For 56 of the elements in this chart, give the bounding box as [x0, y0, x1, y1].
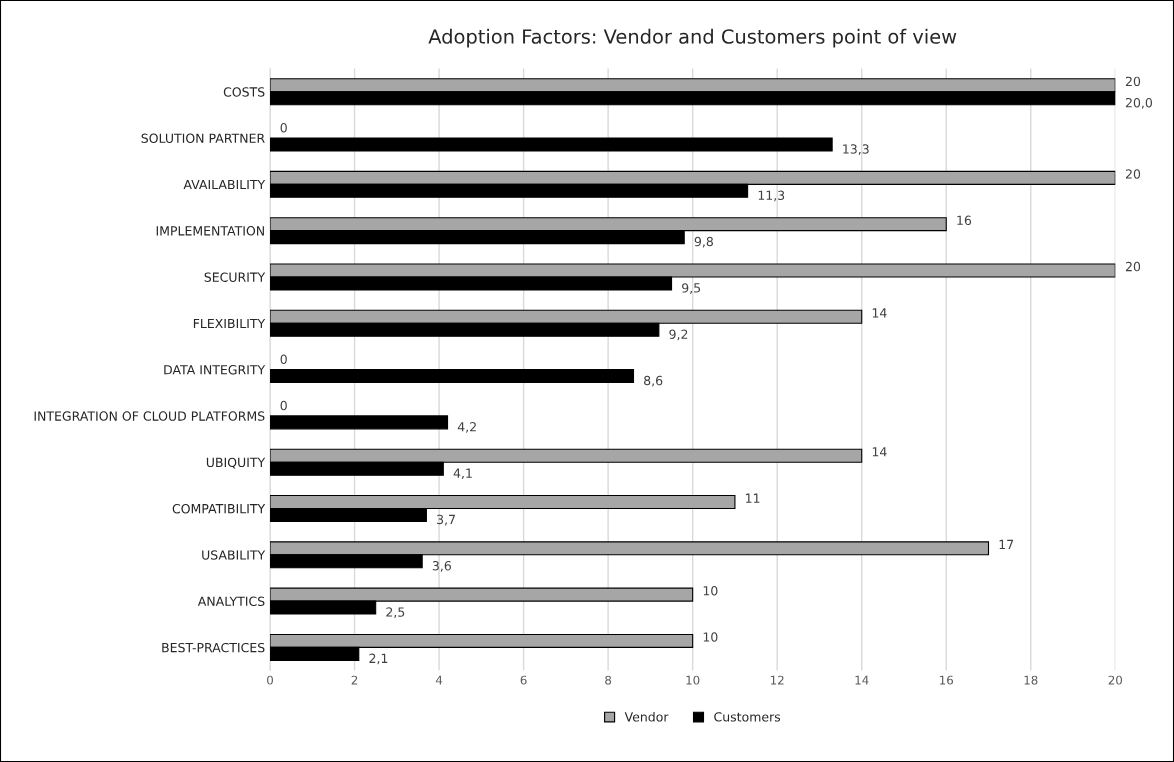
x-tick-label: 8 — [605, 675, 612, 685]
data-label: 20,0 — [1125, 97, 1153, 109]
bar — [270, 415, 449, 430]
data-label: 9,8 — [694, 236, 713, 248]
data-label: 0 — [280, 122, 287, 133]
data-label: 3,7 — [437, 514, 455, 526]
y-tick-label: AVAILABILITY — [183, 179, 266, 190]
y-tick-label: COSTS — [223, 87, 265, 97]
data-label: 11,3 — [758, 190, 785, 202]
x-tick-label: 2 — [351, 675, 358, 685]
data-label: 2,1 — [369, 653, 388, 665]
data-label: 9,2 — [669, 329, 688, 341]
x-tick-label: 12 — [770, 675, 784, 685]
data-label: 13,3 — [843, 144, 869, 155]
x-tick-label: 10 — [686, 675, 700, 685]
y-tick-label: IMPLEMENTATION — [156, 226, 264, 236]
data-label: 14 — [872, 447, 887, 457]
x-tick-label: 18 — [1024, 675, 1038, 685]
x-tick-label: 20 — [1108, 675, 1123, 685]
bar — [270, 369, 635, 384]
data-label: 0 — [280, 400, 287, 411]
data-label: 20 — [1125, 261, 1141, 272]
y-tick-label: USABILITY — [202, 550, 266, 560]
y-tick-label: DATA INTEGRITY — [164, 365, 266, 375]
y-tick-label: BEST-PRACTICES — [162, 642, 265, 653]
data-label: 20 — [1125, 169, 1141, 179]
data-label: 4,2 — [457, 422, 476, 433]
x-tick-label: 0 — [267, 675, 273, 685]
y-tick-label: UBIQUITY — [206, 457, 266, 469]
y-tick-label: FLEXIBILITY — [193, 318, 266, 329]
data-label: 10 — [703, 632, 718, 642]
legend-label: Vendor — [624, 711, 669, 722]
x-tick-label: 16 — [940, 675, 954, 685]
x-tick-label: 14 — [855, 675, 869, 685]
data-label: 20 — [1125, 76, 1141, 87]
data-label: 16 — [957, 215, 972, 226]
data-label: 3,6 — [432, 561, 451, 572]
y-tick-label: COMPATIBILITY — [172, 503, 266, 514]
x-tick-label: 4 — [435, 675, 443, 685]
data-label: 9,5 — [682, 283, 701, 294]
data-label: 2,5 — [386, 607, 405, 619]
data-label: 14 — [872, 308, 887, 318]
chart-title: Adoption Factors: Vendor and Customers point of view — [428, 28, 957, 48]
legend-label: Customers — [714, 712, 781, 722]
y-tick-label: INTEGRATION OF CLOUD PLATFORMS — [34, 411, 265, 421]
y-tick-label: ANALYTICS — [197, 596, 265, 607]
data-label: 17 — [999, 539, 1014, 549]
x-tick-label: 6 — [520, 675, 527, 685]
bar — [270, 137, 833, 152]
data-label: 8,6 — [644, 375, 663, 387]
data-label: 11 — [746, 493, 760, 503]
data-label: 10 — [703, 586, 718, 596]
y-tick-label: SECURITY — [204, 272, 266, 282]
data-label: 0 — [280, 354, 287, 364]
data-label: 4,1 — [453, 468, 472, 480]
y-tick-label: SOLUTION PARTNER — [141, 133, 265, 143]
